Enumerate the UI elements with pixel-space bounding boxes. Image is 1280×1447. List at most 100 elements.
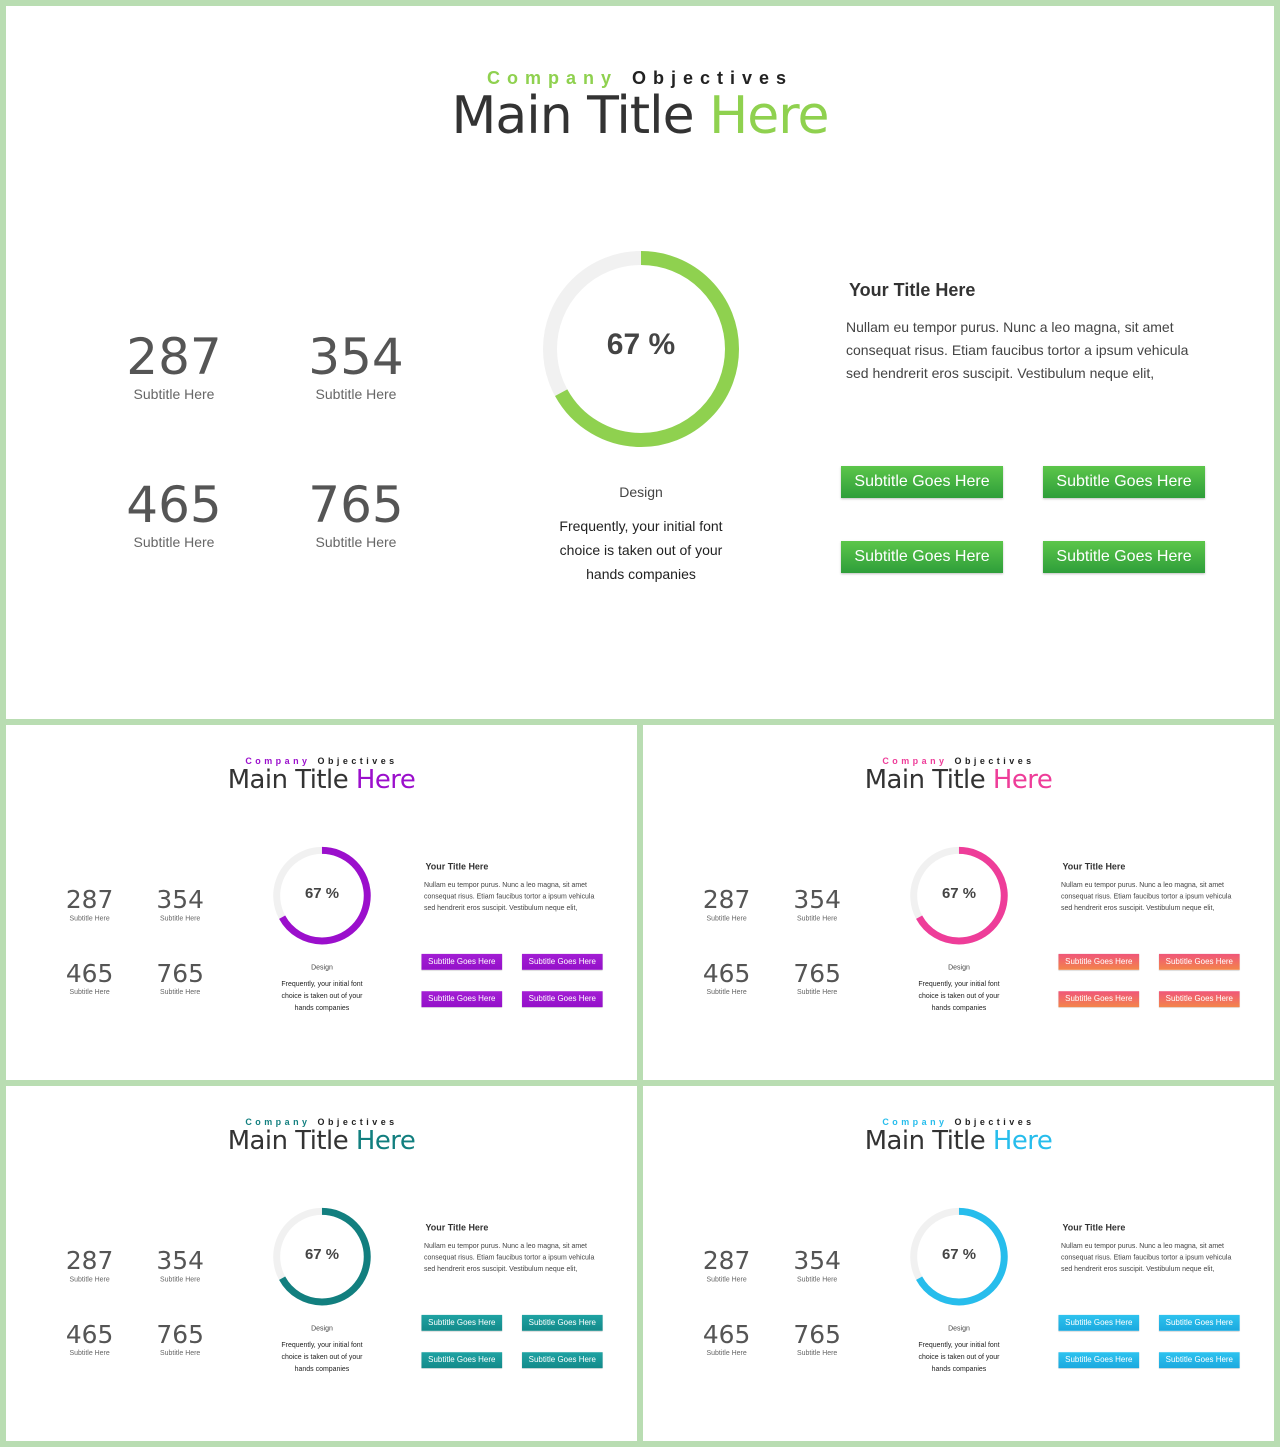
stat-value: 287: [65, 1246, 114, 1276]
stat-3: 465 Subtitle Here: [55, 1321, 125, 1357]
stat-1: 287 Subtitle Here: [55, 1247, 125, 1283]
main-title: Main Title Here: [6, 1126, 637, 1156]
subtitle-button-2[interactable]: Subtitle Goes Here: [522, 1314, 603, 1331]
design-description: Frequently, your initial font choice is …: [918, 979, 1000, 1012]
kicker-company: Company: [245, 1116, 311, 1127]
subtitle-button-4[interactable]: Subtitle Goes Here: [522, 1352, 603, 1369]
stat-label: Subtitle Here: [706, 987, 747, 996]
stat-4: 765 Subtitle Here: [782, 1321, 852, 1357]
subtitle-button-2[interactable]: Subtitle Goes Here: [522, 953, 603, 970]
stat-value: 354: [793, 1246, 841, 1276]
slide-green-large[interactable]: Company Objectives Main Title Here 287 Su…: [6, 6, 1274, 719]
slide-purple[interactable]: Company Objectives Main Title Here 287 Su…: [6, 725, 637, 1080]
design-description: Frequently, your initial font choice is …: [918, 1340, 1000, 1373]
info-title: Your Title Here: [425, 1222, 489, 1233]
stat-label: Subtitle Here: [706, 1275, 747, 1284]
stat-label: Subtitle Here: [797, 987, 838, 996]
main-title-part2: Here: [992, 764, 1053, 795]
kicker-text: Company Objectives: [6, 1117, 637, 1127]
subtitle-button-3[interactable]: Subtitle Goes Here: [1058, 1352, 1140, 1369]
info-title: Your Title Here: [1062, 861, 1126, 872]
info-body: Nullam eu tempor purus. Nunc a leo magna…: [1060, 880, 1232, 912]
slide-content: Company Objectives Main Title Here 287 Su…: [643, 1086, 1274, 1441]
stat-label: Subtitle Here: [69, 987, 110, 996]
subtitle-button-1[interactable]: Subtitle Goes Here: [1058, 953, 1140, 970]
slide-teal[interactable]: Company Objectives Main Title Here 287 Su…: [6, 1086, 637, 1441]
main-title-part1: Main Title: [864, 1125, 986, 1156]
subtitle-button-1[interactable]: Subtitle Goes Here: [1058, 1314, 1140, 1331]
kicker-company: Company: [245, 755, 311, 766]
kicker-text: Company Objectives: [643, 756, 1274, 766]
kicker-objectives: Objectives: [631, 68, 794, 88]
slide-content: Company Objectives Main Title Here 287 Su…: [6, 1086, 637, 1441]
subtitle-button-4[interactable]: Subtitle Goes Here: [522, 991, 603, 1008]
main-title: Main Title Here: [643, 1126, 1274, 1156]
stat-label: Subtitle Here: [160, 914, 201, 923]
kicker-objectives: Objectives: [317, 1116, 398, 1127]
subtitle-button-1[interactable]: Subtitle Goes Here: [421, 1314, 503, 1331]
slide-pink[interactable]: Company Objectives Main Title Here 287 Su…: [643, 725, 1274, 1080]
main-title: Main Title Here: [6, 86, 1274, 146]
stat-label: Subtitle Here: [797, 914, 838, 923]
stat-1: 287 Subtitle Here: [55, 886, 125, 922]
stat-1: 287 Subtitle Here: [692, 1247, 762, 1283]
info-title: Your Title Here: [1062, 1222, 1126, 1233]
stat-label: Subtitle Here: [797, 1348, 838, 1357]
donut-progress-arc: [910, 846, 1008, 945]
subtitle-button-4[interactable]: Subtitle Goes Here: [1159, 991, 1240, 1008]
slide-sky[interactable]: Company Objectives Main Title Here 287 Su…: [643, 1086, 1274, 1441]
stat-3: 465 Subtitle Here: [104, 478, 244, 550]
subtitle-button-3[interactable]: Subtitle Goes Here: [1058, 991, 1140, 1008]
stat-3: 465 Subtitle Here: [55, 960, 125, 996]
main-title-part2: Here: [709, 86, 829, 146]
stat-4: 765 Subtitle Here: [145, 960, 215, 996]
subtitle-button-3[interactable]: Subtitle Goes Here: [421, 1352, 503, 1369]
progress-percent-label: 67 %: [304, 1246, 339, 1263]
stat-3: 465 Subtitle Here: [692, 960, 762, 996]
kicker-objectives: Objectives: [954, 1116, 1035, 1127]
kicker-text: Company Objectives: [6, 68, 1274, 89]
stat-label: Subtitle Here: [706, 1348, 747, 1357]
kicker-text: Company Objectives: [6, 756, 637, 766]
info-title: Your Title Here: [849, 280, 976, 300]
subtitle-button-4[interactable]: Subtitle Goes Here: [1159, 1352, 1240, 1369]
stat-label: Subtitle Here: [69, 1348, 110, 1357]
stat-4: 765 Subtitle Here: [145, 1321, 215, 1357]
subtitle-button-4[interactable]: Subtitle Goes Here: [1043, 541, 1205, 573]
donut-progress-arc: [273, 1207, 371, 1306]
stat-value: 354: [156, 885, 204, 915]
subtitle-button-3[interactable]: Subtitle Goes Here: [421, 991, 503, 1008]
progress-percent-label: 67 %: [304, 885, 339, 902]
subtitle-button-3[interactable]: Subtitle Goes Here: [841, 541, 1003, 573]
stat-value: 287: [702, 1246, 751, 1276]
progress-percent-label: 67 %: [941, 1246, 976, 1263]
donut-progress-arc: [273, 846, 371, 945]
main-title-part2: Here: [355, 764, 416, 795]
stat-value: 287: [126, 328, 222, 386]
stat-value: 465: [65, 958, 114, 988]
subtitle-button-2[interactable]: Subtitle Goes Here: [1159, 1314, 1240, 1331]
main-title-part2: Here: [992, 1125, 1053, 1156]
stat-2: 354 Subtitle Here: [286, 330, 426, 402]
stat-value: 465: [702, 1319, 751, 1349]
subtitle-button-2[interactable]: Subtitle Goes Here: [1159, 953, 1240, 970]
subtitle-button-2[interactable]: Subtitle Goes Here: [1043, 466, 1205, 498]
stat-value: 354: [308, 328, 404, 386]
main-title-part1: Main Title: [864, 764, 986, 795]
subtitle-button-1[interactable]: Subtitle Goes Here: [841, 466, 1003, 498]
main-title: Main Title Here: [643, 765, 1274, 795]
progress-percent-label: 67 %: [941, 885, 976, 902]
stat-label: Subtitle Here: [706, 914, 747, 923]
main-title-part2: Here: [355, 1125, 416, 1156]
info-body: Nullam eu tempor purus. Nunc a leo magna…: [846, 319, 1189, 381]
kicker-company: Company: [486, 68, 618, 88]
info-body: Nullam eu tempor purus. Nunc a leo magna…: [423, 880, 595, 912]
info-body: Nullam eu tempor purus. Nunc a leo magna…: [1060, 1241, 1232, 1273]
stat-value: 465: [702, 958, 751, 988]
progress-percent-label: 67 %: [606, 328, 676, 361]
stat-1: 287 Subtitle Here: [104, 330, 244, 402]
stat-value: 287: [702, 885, 751, 915]
subtitle-button-1[interactable]: Subtitle Goes Here: [421, 953, 503, 970]
progress-donut: [273, 846, 371, 945]
progress-donut: [910, 846, 1008, 945]
